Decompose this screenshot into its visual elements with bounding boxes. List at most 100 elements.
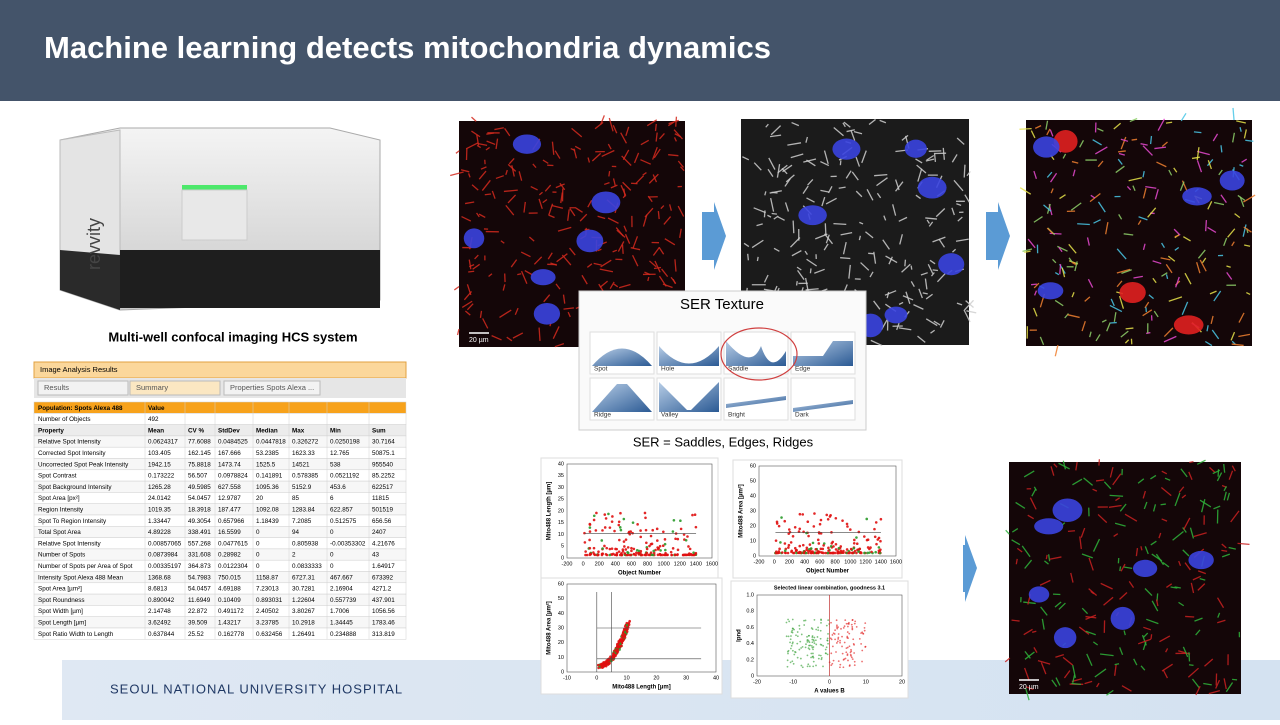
scatter-dot bbox=[837, 551, 840, 554]
table-cell: Mean bbox=[148, 427, 164, 434]
scatter-dot bbox=[775, 552, 778, 555]
scatter-dot bbox=[873, 528, 876, 531]
table-cell: 4.21676 bbox=[372, 540, 395, 547]
scatter-dot bbox=[868, 551, 871, 554]
fiber bbox=[911, 266, 912, 270]
scatter-dot bbox=[811, 636, 813, 638]
scatter-dot bbox=[794, 651, 796, 653]
scatter-dot bbox=[811, 647, 813, 649]
scatter-dot bbox=[586, 554, 589, 557]
fiber bbox=[797, 281, 798, 285]
table-cell: 1092.08 bbox=[256, 507, 279, 514]
scatter-dot bbox=[775, 539, 778, 542]
table-cell: 2407 bbox=[372, 529, 387, 536]
scatter-dot bbox=[606, 554, 609, 557]
scatter-dot bbox=[847, 626, 849, 628]
fiber bbox=[658, 211, 659, 219]
x-tick-label: -10 bbox=[563, 675, 571, 681]
scatter-dot bbox=[639, 529, 642, 532]
scatter-dot bbox=[797, 635, 799, 637]
table-cell: 437.901 bbox=[372, 597, 395, 604]
scatter-dot bbox=[805, 643, 807, 645]
nucleus bbox=[1119, 282, 1145, 303]
scatter-dot bbox=[837, 626, 839, 628]
scatter-dot bbox=[825, 514, 828, 517]
scatter-dot bbox=[807, 663, 809, 665]
scatter-dot bbox=[633, 548, 636, 551]
nucleus bbox=[1133, 560, 1157, 577]
scatter-dot bbox=[813, 525, 816, 528]
y-tick-label: 0.6 bbox=[746, 625, 754, 631]
table-cell: 622517 bbox=[372, 484, 394, 491]
ser-title: SER Texture bbox=[680, 296, 764, 313]
scatter-dot bbox=[811, 627, 813, 629]
scatter-dot bbox=[618, 539, 621, 542]
table-cell: 1.34445 bbox=[330, 620, 353, 627]
table-cell: 1623.33 bbox=[292, 450, 315, 457]
scatter-dot bbox=[601, 547, 604, 550]
table-cell: 3.62492 bbox=[148, 620, 171, 627]
x-tick-label: 800 bbox=[643, 561, 652, 567]
scatter-dot bbox=[656, 539, 659, 542]
scatter-dot bbox=[664, 543, 667, 546]
scatter-dot bbox=[839, 664, 841, 666]
scatter-dot bbox=[786, 622, 788, 624]
tab-label[interactable]: Results bbox=[44, 383, 69, 392]
scatter-dot bbox=[850, 649, 852, 651]
scatter-dot bbox=[815, 644, 817, 646]
scatter-dot bbox=[627, 552, 630, 555]
scatter-dot bbox=[853, 539, 856, 542]
scatter-dot bbox=[827, 653, 829, 655]
table-cell: 557.268 bbox=[188, 540, 211, 547]
scatter-dot bbox=[677, 549, 680, 552]
scatter-dot bbox=[859, 638, 861, 640]
ser-label: Dark bbox=[795, 412, 809, 419]
nucleus bbox=[534, 303, 560, 325]
table-cell: 167.666 bbox=[218, 450, 241, 457]
x-tick-label: 10 bbox=[863, 679, 869, 685]
scatter-dot bbox=[801, 513, 804, 516]
table-cell: 8.6813 bbox=[148, 586, 168, 593]
scatter-dot bbox=[778, 550, 781, 553]
scatter-dot bbox=[618, 550, 621, 553]
scatter-dot bbox=[798, 625, 800, 627]
table-cell: Corrected Spot Intensity bbox=[38, 450, 106, 457]
scatter-dot bbox=[790, 638, 792, 640]
nucleus bbox=[885, 307, 908, 324]
scatter-dot bbox=[861, 661, 863, 663]
fiber bbox=[1016, 559, 1017, 564]
nucleus bbox=[1038, 282, 1064, 299]
x-tick-label: 200 bbox=[595, 561, 604, 567]
table-cell: 10.2918 bbox=[292, 620, 315, 627]
scatter-dot bbox=[632, 521, 635, 524]
y-tick-label: 5 bbox=[561, 544, 564, 550]
fiber bbox=[1166, 122, 1172, 123]
scatter-dot bbox=[827, 547, 830, 550]
fiber bbox=[1110, 495, 1123, 496]
table-cell: Spot Area [µm²] bbox=[38, 586, 82, 593]
scatter-dot bbox=[827, 633, 829, 635]
tab-label[interactable]: Summary bbox=[136, 383, 168, 392]
scatter-dot bbox=[786, 635, 788, 637]
scatter-dot bbox=[633, 553, 636, 556]
scatter-dot bbox=[679, 519, 682, 522]
nucleus bbox=[576, 230, 603, 253]
scatter-dot bbox=[644, 512, 647, 515]
scatter-dot bbox=[626, 554, 629, 557]
scatter-dot bbox=[588, 539, 591, 542]
scatter-dot bbox=[879, 540, 882, 543]
scatter-dot bbox=[851, 657, 853, 659]
scatter-dot bbox=[627, 546, 630, 549]
scatter-dot bbox=[839, 545, 842, 548]
tab-label[interactable]: Properties Spots Alexa ... bbox=[230, 383, 314, 392]
scatter-dot bbox=[814, 548, 817, 551]
scatter-dot bbox=[684, 553, 687, 556]
scatter-dot bbox=[812, 653, 814, 655]
scatter-dot bbox=[844, 642, 846, 644]
fiber bbox=[793, 221, 794, 234]
table-cell: 0.0833333 bbox=[292, 563, 322, 570]
scatter-dot bbox=[822, 544, 825, 547]
scatter-dot bbox=[604, 526, 607, 529]
scatter-dot bbox=[689, 548, 692, 551]
table-cell: 54.0457 bbox=[188, 586, 211, 593]
